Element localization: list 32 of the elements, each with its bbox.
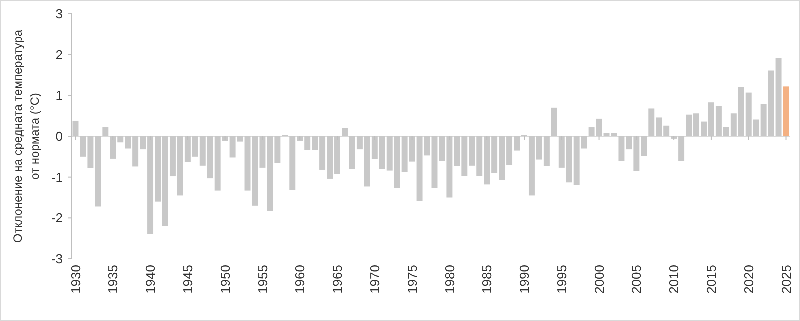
y-tick-label: -1 — [51, 170, 63, 185]
bar — [342, 128, 348, 136]
x-tick-label: 1960 — [292, 265, 308, 294]
x-tick-label: 2000 — [592, 265, 607, 294]
y-tick-label: 2 — [56, 47, 63, 62]
x-tick-label: 1985 — [480, 265, 495, 294]
x-tick-label: 1945 — [180, 265, 196, 294]
x-tick-label: 2015 — [704, 265, 720, 294]
bar — [551, 108, 558, 136]
x-tick-label: 1990 — [517, 265, 532, 294]
y-tick-label: 0 — [56, 129, 63, 144]
x-tick-label: 1975 — [404, 265, 420, 294]
x-tick-label: 1970 — [367, 265, 382, 294]
x-tick-label: 1955 — [255, 265, 270, 294]
bar — [783, 86, 790, 136]
x-tick-label: 2025 — [778, 265, 794, 294]
y-tick-label: 1 — [56, 88, 63, 104]
y-tick-label: 3 — [56, 6, 63, 22]
x-tick-label: 1940 — [143, 265, 158, 294]
x-tick-label: 1930 — [68, 265, 84, 294]
x-tick-label: 1965 — [330, 265, 346, 294]
x-tick-label: 2005 — [629, 265, 644, 294]
x-tick-label: 2010 — [666, 265, 682, 294]
y-axis-title: Отклонение на средната температура от нормата (°C) — [11, 30, 42, 244]
x-tick-label: 1980 — [442, 265, 458, 294]
x-tick-label: 1935 — [106, 265, 121, 294]
x-tick-label: 1995 — [554, 265, 570, 294]
y-tick-label: -2 — [51, 210, 63, 226]
y-tick-label: -3 — [51, 252, 63, 267]
bar — [102, 128, 109, 136]
x-tick-label: 2020 — [741, 265, 756, 294]
x-tick-label: 1950 — [218, 265, 233, 294]
